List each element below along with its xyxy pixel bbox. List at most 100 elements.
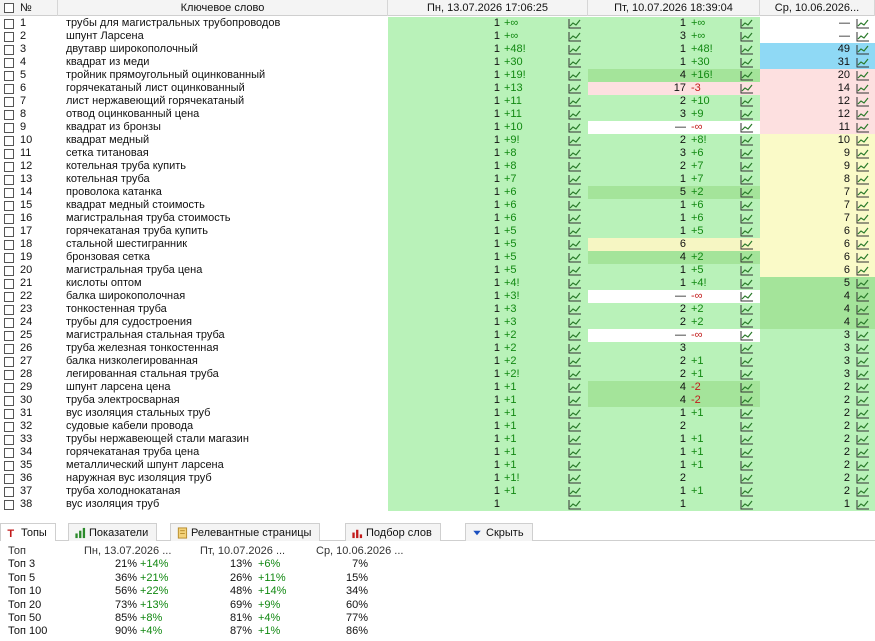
table-row[interactable]: 38 вус изоляция труб 1 1 1 <box>0 498 875 511</box>
table-row[interactable]: 36 наружная вус изоляция труб 1 +1! 2 2 <box>0 472 875 485</box>
position-cell-date-2[interactable]: 2 +7 <box>588 160 760 173</box>
position-graph-icon[interactable] <box>568 83 582 94</box>
position-cell-date-3[interactable]: 2 <box>760 433 875 446</box>
position-graph-icon[interactable] <box>856 278 870 289</box>
position-graph-icon[interactable] <box>568 473 582 484</box>
table-row[interactable]: 27 балка низколегированная 1 +2 2 +1 3 <box>0 355 875 368</box>
position-graph-icon[interactable] <box>740 421 754 432</box>
position-graph-icon[interactable] <box>856 408 870 419</box>
position-cell-date-3[interactable]: 2 <box>760 381 875 394</box>
position-graph-icon[interactable] <box>740 408 754 419</box>
position-cell-date-3[interactable]: 4 <box>760 316 875 329</box>
position-cell-date-2[interactable]: — -∞ <box>588 121 760 134</box>
table-row[interactable]: 29 шпунт ларсена цена 1 +1 4 -2 2 <box>0 381 875 394</box>
row-checkbox[interactable] <box>4 123 14 133</box>
keyword-text[interactable]: квадрат медный стоимость <box>58 199 388 212</box>
keyword-text[interactable]: проволока катанка <box>58 186 388 199</box>
position-cell-date-1[interactable]: 1 +2 <box>388 355 588 368</box>
position-cell-date-1[interactable]: 1 +∞ <box>388 17 588 30</box>
position-graph-icon[interactable] <box>568 57 582 68</box>
position-graph-icon[interactable] <box>740 148 754 159</box>
position-graph-icon[interactable] <box>740 460 754 471</box>
position-cell-date-2[interactable]: 3 +9 <box>588 108 760 121</box>
position-cell-date-2[interactable]: 1 +1 <box>588 485 760 498</box>
row-checkbox[interactable] <box>4 474 14 484</box>
position-cell-date-1[interactable]: 1 +1! <box>388 472 588 485</box>
position-graph-icon[interactable] <box>568 395 582 406</box>
position-graph-icon[interactable] <box>740 96 754 107</box>
table-row[interactable]: 34 горячекатаная труба цена 1 +1 1 +1 2 <box>0 446 875 459</box>
position-graph-icon[interactable] <box>740 434 754 445</box>
position-graph-icon[interactable] <box>568 460 582 471</box>
position-cell-date-1[interactable]: 1 +5 <box>388 225 588 238</box>
position-graph-icon[interactable] <box>856 213 870 224</box>
position-graph-icon[interactable] <box>740 226 754 237</box>
position-graph-icon[interactable] <box>740 18 754 29</box>
position-cell-date-1[interactable]: 1 +11 <box>388 108 588 121</box>
position-cell-date-3[interactable]: 49 <box>760 43 875 56</box>
position-cell-date-2[interactable]: 1 +1 <box>588 459 760 472</box>
keyword-text[interactable]: горячекатаная труба купить <box>58 225 388 238</box>
position-cell-date-3[interactable]: 2 <box>760 420 875 433</box>
keyword-text[interactable]: квадрат из бронзы <box>58 121 388 134</box>
position-cell-date-1[interactable]: 1 +9! <box>388 134 588 147</box>
position-cell-date-1[interactable]: 1 +2 <box>388 342 588 355</box>
keyword-text[interactable]: тройник прямоугольный оцинкованный <box>58 69 388 82</box>
row-checkbox[interactable] <box>4 448 14 458</box>
position-graph-icon[interactable] <box>740 83 754 94</box>
keyword-text[interactable]: трубы нержавеющей стали магазин <box>58 433 388 446</box>
position-graph-icon[interactable] <box>740 44 754 55</box>
position-cell-date-2[interactable]: 1 +7 <box>588 173 760 186</box>
position-cell-date-2[interactable]: 17 -3 <box>588 82 760 95</box>
position-graph-icon[interactable] <box>568 174 582 185</box>
position-cell-date-3[interactable]: 6 <box>760 251 875 264</box>
position-cell-date-3[interactable]: 2 <box>760 472 875 485</box>
position-graph-icon[interactable] <box>568 122 582 133</box>
position-cell-date-3[interactable]: 4 <box>760 303 875 316</box>
keyword-text[interactable]: горячекатаный лист оцинкованный <box>58 82 388 95</box>
row-checkbox[interactable] <box>4 383 14 393</box>
table-row[interactable]: 25 магистральная стальная труба 1 +2 — -∞ 3 <box>0 329 875 342</box>
table-row[interactable]: 15 квадрат медный стоимость 1 +6 1 +6 7 <box>0 199 875 212</box>
position-graph-icon[interactable] <box>568 161 582 172</box>
row-checkbox[interactable] <box>4 331 14 341</box>
position-graph-icon[interactable] <box>568 187 582 198</box>
table-row[interactable]: 3 двутавр широкополочный 1 +48! 1 +48! 49 <box>0 43 875 56</box>
position-graph-icon[interactable] <box>740 213 754 224</box>
position-cell-date-2[interactable]: 1 +48! <box>588 43 760 56</box>
position-graph-icon[interactable] <box>568 239 582 250</box>
position-graph-icon[interactable] <box>856 239 870 250</box>
position-graph-icon[interactable] <box>568 330 582 341</box>
row-checkbox[interactable] <box>4 136 14 146</box>
row-checkbox[interactable] <box>4 500 14 510</box>
position-graph-icon[interactable] <box>568 291 582 302</box>
position-cell-date-2[interactable]: 1 +6 <box>588 199 760 212</box>
position-cell-date-3[interactable]: 7 <box>760 199 875 212</box>
position-cell-date-2[interactable]: 2 +8! <box>588 134 760 147</box>
position-graph-icon[interactable] <box>568 343 582 354</box>
position-graph-icon[interactable] <box>568 382 582 393</box>
position-cell-date-1[interactable]: 1 +1 <box>388 459 588 472</box>
position-graph-icon[interactable] <box>568 213 582 224</box>
position-cell-date-1[interactable]: 1 +3 <box>388 303 588 316</box>
keyword-text[interactable]: стальной шестигранник <box>58 238 388 251</box>
header-date-1[interactable]: Пн, 13.07.2026 17:06:25 <box>388 0 588 16</box>
row-checkbox[interactable] <box>4 357 14 367</box>
row-checkbox[interactable] <box>4 188 14 198</box>
keyword-text[interactable]: труба железная тонкостенная <box>58 342 388 355</box>
position-cell-date-3[interactable]: 8 <box>760 173 875 186</box>
tab-top[interactable]: T Топы <box>0 523 56 541</box>
position-graph-icon[interactable] <box>740 369 754 380</box>
position-cell-date-3[interactable]: 6 <box>760 238 875 251</box>
position-graph-icon[interactable] <box>740 382 754 393</box>
position-graph-icon[interactable] <box>568 434 582 445</box>
position-graph-icon[interactable] <box>568 148 582 159</box>
keyword-text[interactable]: труба электросварная <box>58 394 388 407</box>
position-cell-date-3[interactable]: 3 <box>760 329 875 342</box>
position-graph-icon[interactable] <box>856 434 870 445</box>
keyword-text[interactable]: балка низколегированная <box>58 355 388 368</box>
position-graph-icon[interactable] <box>856 317 870 328</box>
position-graph-icon[interactable] <box>568 96 582 107</box>
position-graph-icon[interactable] <box>856 499 870 510</box>
position-cell-date-2[interactable]: 6 <box>588 238 760 251</box>
